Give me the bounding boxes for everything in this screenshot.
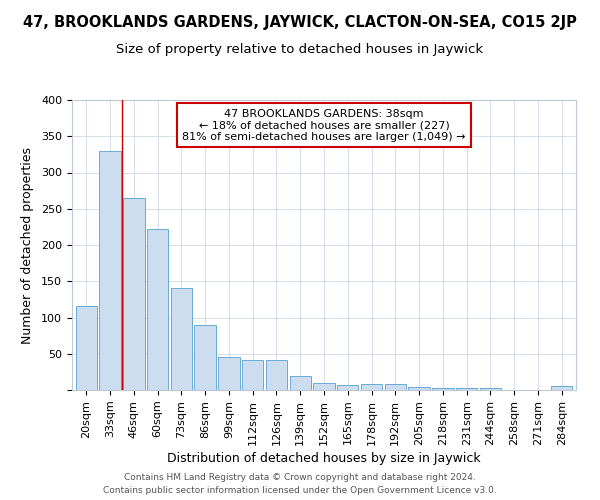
Bar <box>480 388 501 390</box>
Y-axis label: Number of detached properties: Number of detached properties <box>21 146 34 344</box>
Text: Contains public sector information licensed under the Open Government Licence v3: Contains public sector information licen… <box>103 486 497 495</box>
Bar <box>266 360 287 390</box>
Bar <box>551 386 572 390</box>
Bar <box>218 358 239 390</box>
Bar <box>432 388 454 390</box>
Text: 47 BROOKLANDS GARDENS: 38sqm
← 18% of detached houses are smaller (227)
81% of s: 47 BROOKLANDS GARDENS: 38sqm ← 18% of de… <box>182 108 466 142</box>
Bar <box>170 288 192 390</box>
Bar <box>337 385 358 390</box>
Bar <box>385 384 406 390</box>
Bar <box>123 198 145 390</box>
Text: Contains HM Land Registry data © Crown copyright and database right 2024.: Contains HM Land Registry data © Crown c… <box>124 472 476 482</box>
Bar <box>313 383 335 390</box>
Text: 47, BROOKLANDS GARDENS, JAYWICK, CLACTON-ON-SEA, CO15 2JP: 47, BROOKLANDS GARDENS, JAYWICK, CLACTON… <box>23 15 577 30</box>
Bar <box>147 229 168 390</box>
Bar <box>456 388 478 390</box>
Bar <box>242 360 263 390</box>
Bar <box>409 387 430 390</box>
Bar <box>361 384 382 390</box>
X-axis label: Distribution of detached houses by size in Jaywick: Distribution of detached houses by size … <box>167 452 481 465</box>
Bar <box>76 306 97 390</box>
Text: Size of property relative to detached houses in Jaywick: Size of property relative to detached ho… <box>116 42 484 56</box>
Bar <box>290 376 311 390</box>
Bar <box>100 151 121 390</box>
Bar <box>194 325 216 390</box>
